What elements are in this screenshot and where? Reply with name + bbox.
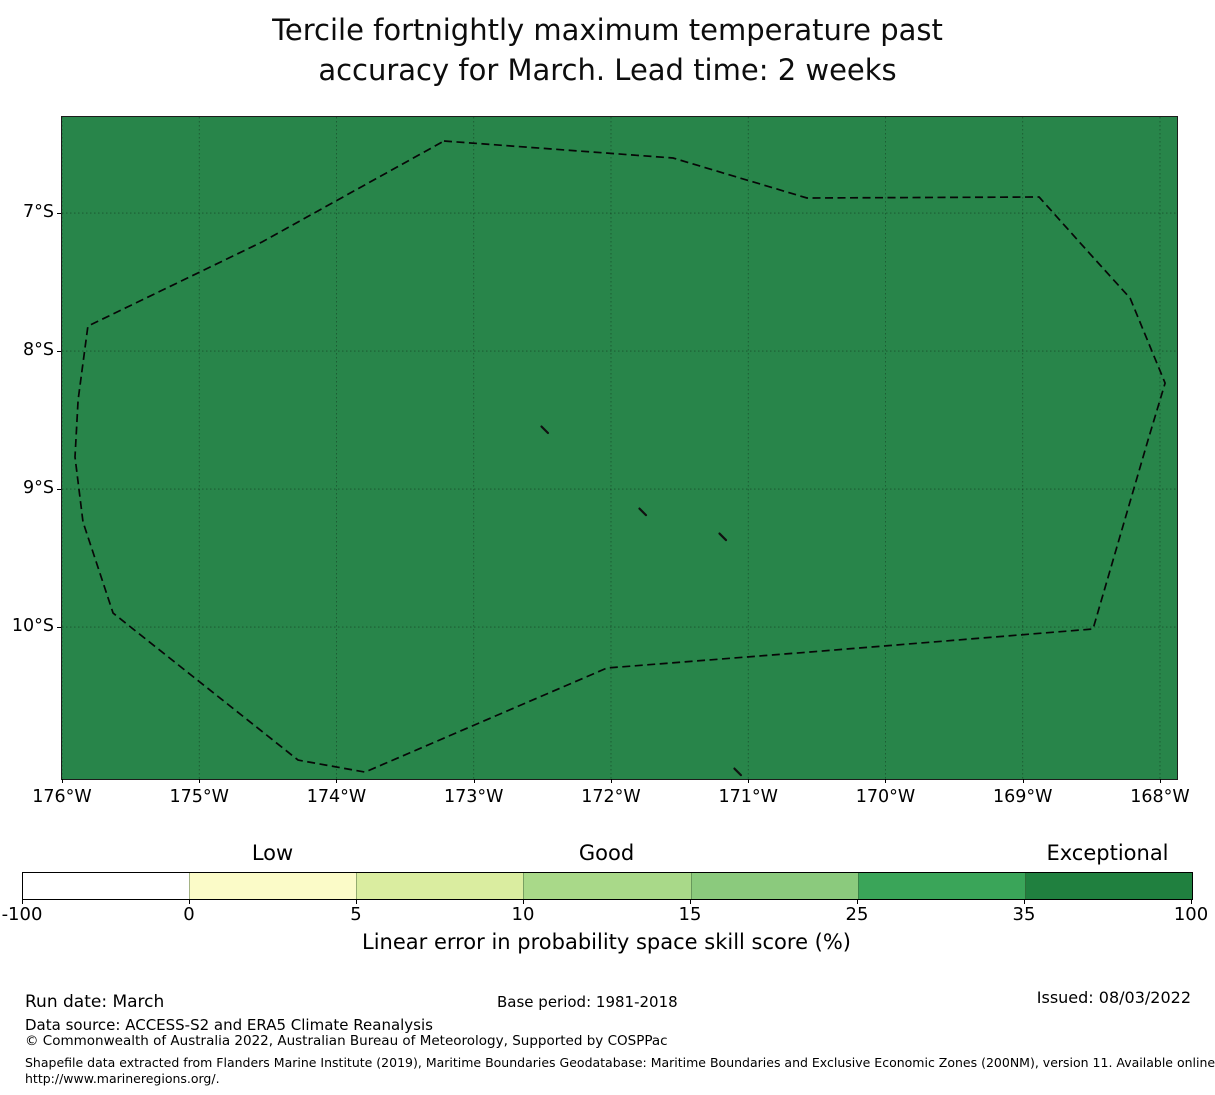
y-tick-mark bbox=[57, 627, 61, 629]
x-tick-mark bbox=[199, 779, 201, 783]
eez-boundary-line bbox=[74, 140, 1166, 773]
x-tick-label: 168°W bbox=[1130, 787, 1190, 807]
shapefile-attribution-line1: Shapefile data extracted from Flanders M… bbox=[25, 1055, 1215, 1070]
base-period-text: Base period: 1981-2018 bbox=[497, 993, 678, 1011]
x-tick-label: 176°W bbox=[32, 787, 92, 807]
x-tick-label: 170°W bbox=[855, 787, 916, 807]
colorbar-axis-label: Linear error in probability space skill … bbox=[362, 930, 851, 954]
y-tick-label: 7°S bbox=[23, 202, 54, 223]
colorbar bbox=[22, 872, 1193, 900]
data-source-text: Data source: ACCESS-S2 and ERA5 Climate … bbox=[25, 1016, 433, 1034]
colorbar-segment bbox=[23, 873, 190, 899]
x-tick-mark bbox=[1022, 779, 1024, 783]
colorbar-segment bbox=[356, 873, 524, 899]
y-tick-mark bbox=[57, 351, 61, 353]
colorbar-segment bbox=[857, 873, 1025, 899]
colorbar-category-label: Exceptional bbox=[1046, 841, 1169, 865]
colorbar-tick-label: 15 bbox=[678, 904, 702, 925]
x-tick-mark bbox=[610, 779, 612, 783]
x-tick-label: 173°W bbox=[444, 787, 504, 807]
colorbar-tick-mark bbox=[1024, 899, 1025, 904]
island-mark bbox=[540, 425, 550, 435]
colorbar-tick-label: 35 bbox=[1012, 904, 1036, 925]
colorbar-tick-label: 100 bbox=[1173, 904, 1209, 925]
colorbar-tick-mark bbox=[1191, 899, 1192, 904]
x-tick-label: 175°W bbox=[169, 787, 229, 807]
x-tick-label: 172°W bbox=[581, 787, 641, 807]
shapefile-attribution-line2: http://www.marineregions.org/. bbox=[25, 1071, 220, 1086]
x-tick-mark bbox=[748, 779, 750, 783]
colorbar-segment bbox=[189, 873, 357, 899]
y-tick-label: 8°S bbox=[23, 340, 54, 361]
colorbar-segment bbox=[690, 873, 858, 899]
map-plot-area bbox=[61, 116, 1178, 780]
x-tick-mark bbox=[62, 779, 63, 783]
colorbar-tick-mark bbox=[189, 899, 190, 904]
colorbar-tick-label: 5 bbox=[350, 904, 362, 925]
chart-title-line1: Tercile fortnightly maximum temperature … bbox=[272, 13, 943, 47]
colorbar-tick-label: -100 bbox=[1, 904, 43, 925]
island-mark bbox=[733, 767, 743, 777]
copyright-text: © Commonwealth of Australia 2022, Austra… bbox=[25, 1033, 668, 1049]
colorbar-category-label: Low bbox=[251, 841, 294, 865]
island-mark bbox=[718, 532, 728, 542]
colorbar-tick-label: 10 bbox=[511, 904, 535, 925]
island-mark bbox=[638, 507, 648, 517]
y-tick-mark bbox=[57, 489, 61, 491]
colorbar-tick-mark bbox=[356, 899, 357, 904]
colorbar-segment bbox=[1024, 873, 1192, 899]
y-tick-label: 9°S bbox=[23, 478, 54, 499]
chart-title-line2: accuracy for March. Lead time: 2 weeks bbox=[318, 53, 897, 87]
map-canvas bbox=[62, 117, 1177, 779]
x-tick-mark bbox=[336, 779, 338, 783]
colorbar-segment bbox=[523, 873, 691, 899]
colorbar-tick-mark bbox=[22, 899, 23, 904]
colorbar-tick-label: 0 bbox=[183, 904, 195, 925]
colorbar-tick-mark bbox=[690, 899, 691, 904]
x-tick-label: 174°W bbox=[306, 787, 367, 807]
colorbar-tick-mark bbox=[857, 899, 858, 904]
x-tick-label: 171°W bbox=[718, 787, 778, 807]
eez-region-fill bbox=[62, 117, 1177, 779]
y-tick-label: 10°S bbox=[11, 616, 54, 637]
x-tick-mark bbox=[473, 779, 475, 783]
run-date-text: Run date: March bbox=[25, 992, 165, 1012]
colorbar-category-label: Good bbox=[578, 841, 635, 865]
x-tick-mark bbox=[1159, 779, 1161, 783]
colorbar-tick-mark bbox=[523, 899, 524, 904]
issued-date-text: Issued: 08/03/2022 bbox=[1036, 988, 1191, 1007]
y-tick-mark bbox=[57, 213, 61, 215]
x-tick-mark bbox=[885, 779, 887, 783]
colorbar-tick-label: 25 bbox=[845, 904, 869, 925]
x-tick-label: 169°W bbox=[992, 787, 1053, 807]
